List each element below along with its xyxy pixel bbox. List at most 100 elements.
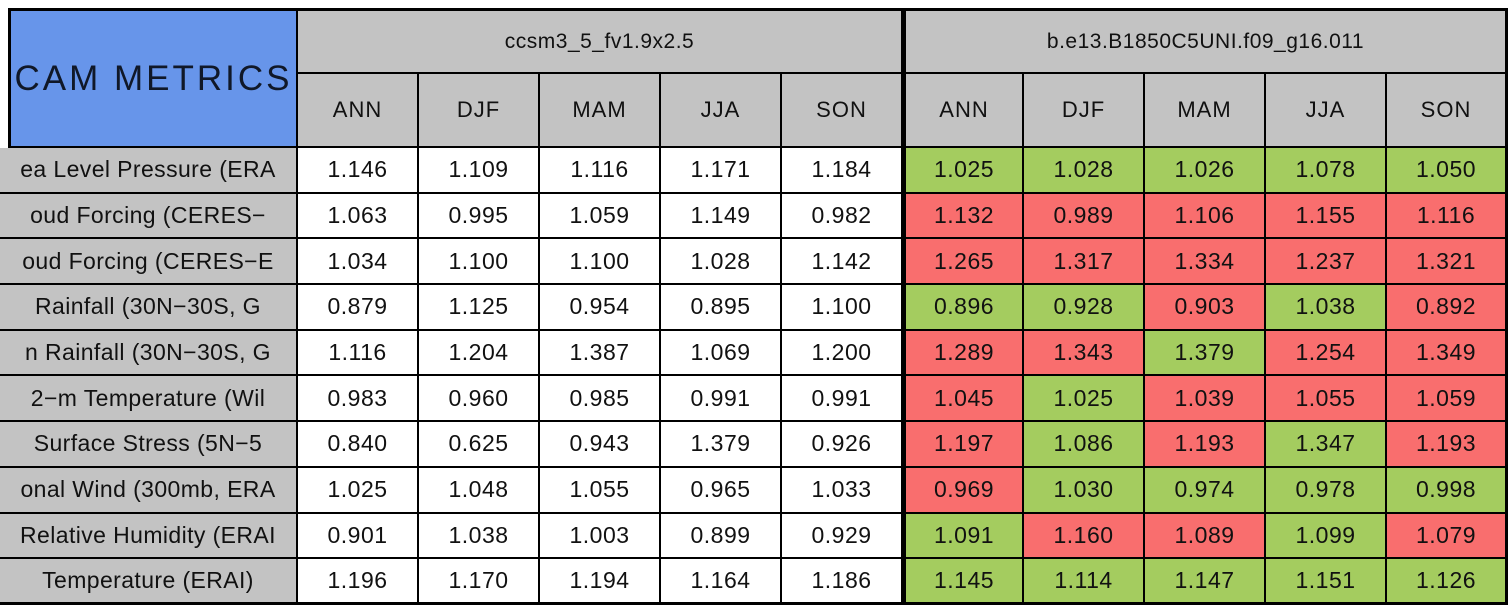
metric-value-cell: 0.974 (1145, 467, 1266, 514)
metric-value-cell: 0.901 (298, 513, 419, 560)
metric-value-cell: 1.197 (903, 422, 1024, 468)
metric-value-cell: 1.116 (1387, 193, 1508, 240)
metric-value-cell: 1.237 (1266, 239, 1387, 286)
metric-value-cell: 1.194 (540, 559, 661, 605)
metric-value-cell: 0.960 (419, 376, 540, 423)
metric-value-cell: 0.969 (903, 467, 1024, 514)
metric-value-cell: 0.965 (661, 467, 782, 514)
metric-value-cell: 1.063 (298, 193, 419, 240)
metric-value-cell: 1.100 (782, 285, 903, 331)
metric-value-cell: 1.193 (1145, 422, 1266, 468)
metric-value-cell: 1.030 (1024, 467, 1145, 514)
metric-row-label: onal Wind (300mb, ERA (0, 467, 298, 514)
season-header-mam-2: MAM (1145, 74, 1266, 148)
metric-value-cell: 1.254 (1266, 330, 1387, 377)
metric-value-cell: 0.840 (298, 422, 419, 468)
metric-value-cell: 1.026 (1145, 148, 1266, 194)
metric-value-cell: 1.099 (1266, 513, 1387, 560)
season-header-ann-1: ANN (298, 74, 419, 148)
metric-value-cell: 1.109 (419, 148, 540, 194)
metric-value-cell: 1.033 (782, 467, 903, 514)
metric-value-cell: 0.954 (540, 285, 661, 331)
metric-value-cell: 1.125 (419, 285, 540, 331)
model-group-header-2: b.e13.B1850C5UNI.f09_g16.011 (903, 8, 1508, 74)
season-header-djf-2: DJF (1024, 74, 1145, 148)
metric-value-cell: 1.347 (1266, 422, 1387, 468)
metric-value-cell: 1.045 (903, 376, 1024, 423)
season-header-mam-1: MAM (540, 74, 661, 148)
metric-value-cell: 0.991 (782, 376, 903, 423)
season-header-son-1: SON (782, 74, 903, 148)
metric-value-cell: 0.983 (298, 376, 419, 423)
metric-value-cell: 1.050 (1387, 148, 1508, 194)
metric-value-cell: 0.879 (298, 285, 419, 331)
metric-value-cell: 1.089 (1145, 513, 1266, 560)
metric-value-cell: 0.989 (1024, 193, 1145, 240)
metric-value-cell: 1.126 (1387, 559, 1508, 605)
metric-value-cell: 1.164 (661, 559, 782, 605)
metric-value-cell: 1.100 (540, 239, 661, 286)
metric-value-cell: 1.379 (1145, 330, 1266, 377)
metric-value-cell: 1.132 (903, 193, 1024, 240)
metric-row-label: ea Level Pressure (ERA (0, 148, 298, 194)
season-header-djf-1: DJF (419, 74, 540, 148)
metric-value-cell: 0.978 (1266, 467, 1387, 514)
metric-row-label: oud Forcing (CERES−E (0, 239, 298, 286)
metric-value-cell: 1.003 (540, 513, 661, 560)
metric-row-label: 2−m Temperature (Wil (0, 376, 298, 423)
metric-value-cell: 0.896 (903, 285, 1024, 331)
metric-value-cell: 1.106 (1145, 193, 1266, 240)
metric-value-cell: 1.317 (1024, 239, 1145, 286)
metric-value-cell: 1.200 (782, 330, 903, 377)
metric-value-cell: 1.349 (1387, 330, 1508, 377)
metric-value-cell: 1.265 (903, 239, 1024, 286)
metric-value-cell: 1.146 (298, 148, 419, 194)
metric-row-label: Rainfall (30N−30S, G (0, 285, 298, 331)
model-group-header-1: ccsm3_5_fv1.9x2.5 (298, 8, 903, 74)
metric-value-cell: 1.028 (1024, 148, 1145, 194)
metric-value-cell: 1.114 (1024, 559, 1145, 605)
metric-value-cell: 0.926 (782, 422, 903, 468)
metric-row-label: Surface Stress (5N−5 (0, 422, 298, 468)
metric-value-cell: 1.160 (1024, 513, 1145, 560)
table-title: CAM METRICS (8, 8, 298, 148)
metric-value-cell: 1.151 (1266, 559, 1387, 605)
metric-value-cell: 1.100 (419, 239, 540, 286)
metric-value-cell: 1.038 (1266, 285, 1387, 331)
metric-row-label: Relative Humidity (ERAI (0, 513, 298, 560)
metric-value-cell: 1.204 (419, 330, 540, 377)
metric-value-cell: 0.929 (782, 513, 903, 560)
metrics-table: CAM METRICS ccsm3_5_fv1.9x2.5 b.e13.B185… (0, 8, 1508, 605)
metric-value-cell: 1.149 (661, 193, 782, 240)
metric-value-cell: 1.196 (298, 559, 419, 605)
metric-value-cell: 1.171 (661, 148, 782, 194)
season-header-ann-2: ANN (903, 74, 1024, 148)
metric-value-cell: 0.625 (419, 422, 540, 468)
metric-row-label: oud Forcing (CERES− (0, 193, 298, 240)
metric-row-label: Temperature (ERAI) (0, 559, 298, 605)
metric-value-cell: 1.289 (903, 330, 1024, 377)
metric-value-cell: 1.186 (782, 559, 903, 605)
metric-value-cell: 1.086 (1024, 422, 1145, 468)
metric-value-cell: 0.998 (1387, 467, 1508, 514)
metric-value-cell: 1.343 (1024, 330, 1145, 377)
metric-value-cell: 0.995 (419, 193, 540, 240)
metric-value-cell: 1.034 (298, 239, 419, 286)
metric-value-cell: 1.193 (1387, 422, 1508, 468)
metric-value-cell: 0.895 (661, 285, 782, 331)
metric-value-cell: 1.184 (782, 148, 903, 194)
metric-value-cell: 1.038 (419, 513, 540, 560)
season-header-jja-1: JJA (661, 74, 782, 148)
metric-value-cell: 1.048 (419, 467, 540, 514)
metric-value-cell: 0.991 (661, 376, 782, 423)
metric-value-cell: 0.899 (661, 513, 782, 560)
metric-value-cell: 1.079 (1387, 513, 1508, 560)
metric-row-label: n Rainfall (30N−30S, G (0, 330, 298, 377)
metric-value-cell: 1.379 (661, 422, 782, 468)
metric-value-cell: 1.039 (1145, 376, 1266, 423)
metric-value-cell: 0.892 (1387, 285, 1508, 331)
metric-value-cell: 1.170 (419, 559, 540, 605)
metric-value-cell: 1.334 (1145, 239, 1266, 286)
metric-value-cell: 1.055 (540, 467, 661, 514)
metric-value-cell: 1.116 (540, 148, 661, 194)
